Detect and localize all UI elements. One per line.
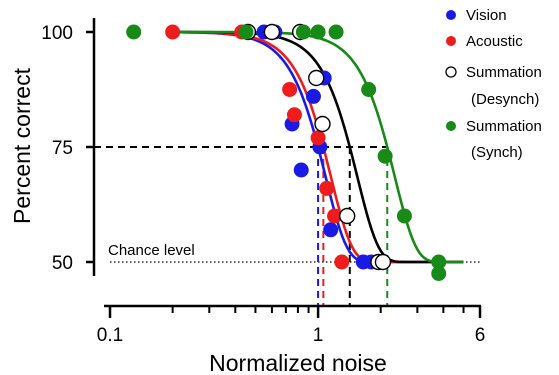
- data-point-series-0-3: [293, 162, 309, 178]
- legend: Vision Acoustic Summation (Desynch) Summatio…: [445, 7, 542, 161]
- legend-label-series-0: Vision: [466, 7, 507, 24]
- data-point-series-2-7: [374, 253, 392, 271]
- data-point-series-3-8: [431, 254, 447, 270]
- data-point-series-3-9: [431, 266, 447, 281]
- x-tick-label-0: 0.1: [97, 325, 123, 346]
- data-point-series-3-3: [310, 24, 326, 40]
- legend-label-series-3: Summation: [466, 118, 542, 135]
- x-axis-title: Normalized noise: [209, 350, 387, 375]
- legend-marker-series-2: [445, 66, 457, 78]
- guides-layer: Chance level: [94, 146, 480, 306]
- data-point-series-2-5: [338, 207, 356, 225]
- y-tick-label-75: 75: [52, 138, 73, 159]
- legend-marker-series-0: [446, 10, 456, 20]
- data-point-series-1-3: [282, 82, 298, 97]
- data-point-series-3-7: [396, 208, 412, 224]
- legend-label-series-1: Acoustic: [466, 33, 523, 50]
- data-points-layer: [126, 23, 447, 281]
- data-point-series-3-1: [238, 24, 254, 40]
- data-point-series-1-7: [327, 208, 343, 224]
- data-point-series-1-6: [319, 180, 335, 196]
- x-tick-label-2: 6: [475, 325, 486, 346]
- y-tick-label-100: 100: [41, 23, 73, 44]
- y-tick-label-50: 50: [52, 253, 73, 274]
- data-point-series-1-0: [165, 24, 181, 40]
- data-point-series-1-5: [310, 130, 326, 146]
- data-point-series-2-4: [314, 115, 331, 133]
- data-point-series-1-8: [334, 254, 350, 270]
- legend-marker-series-1: [446, 36, 456, 46]
- data-point-series-2-3: [308, 69, 325, 87]
- legend-label-series-2-line2: (Desynch): [471, 91, 539, 108]
- data-point-series-0-7: [323, 222, 339, 238]
- legend-label-series-2: Summation: [466, 64, 542, 81]
- x-tick-label-1: 1: [313, 325, 324, 346]
- data-point-series-3-0: [126, 24, 142, 40]
- y-axis-title: Percent correct: [9, 67, 35, 224]
- data-point-series-0-4: [305, 88, 321, 104]
- data-point-series-3-5: [361, 82, 377, 97]
- axes-layer: 50 75 100 0.1 1 6 Normalized noise Percent corr…: [9, 18, 485, 375]
- data-point-series-3-6: [377, 148, 393, 164]
- legend-label-series-3-line2: (Synch): [471, 144, 523, 161]
- data-point-series-3-2: [295, 24, 311, 40]
- data-point-series-3-4: [328, 24, 344, 40]
- legend-marker-series-3: [446, 121, 456, 131]
- chance-level-label: Chance level: [108, 242, 195, 259]
- data-point-series-1-4: [286, 107, 302, 123]
- data-point-series-2-1: [263, 23, 281, 41]
